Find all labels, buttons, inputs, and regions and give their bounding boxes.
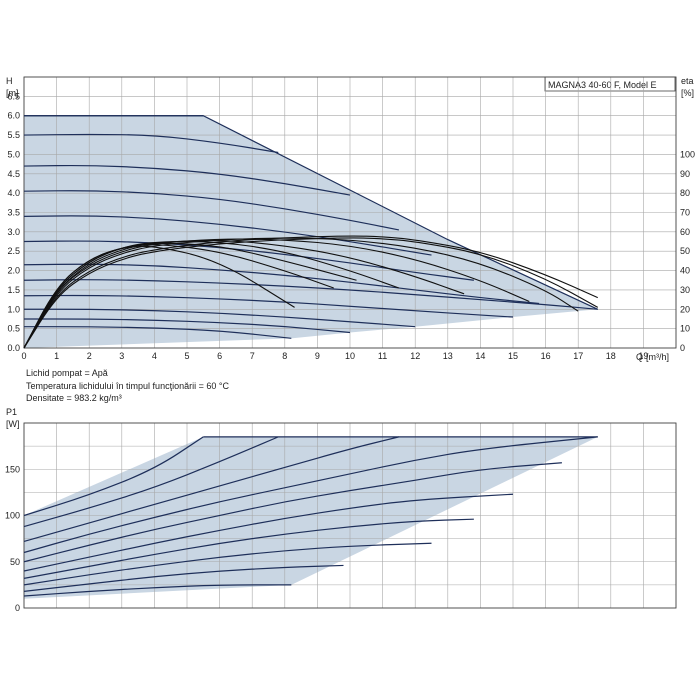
power-plot-area: 0 50 100 150 <box>5 422 677 613</box>
y-tick-label-head: 1.5 <box>7 285 20 295</box>
power-curve <box>23 436 279 528</box>
head-curve <box>24 326 292 339</box>
x-tick-label: 3 <box>119 351 124 361</box>
annotation-temperature: Temperatura lichidului în timpul funcţio… <box>26 381 229 391</box>
power-curve <box>23 436 598 554</box>
y-tick-label-power: 150 <box>5 464 20 474</box>
x-tick-label: 5 <box>184 351 189 361</box>
head-curve <box>23 133 279 154</box>
y-tick-label-head: 3.5 <box>7 208 20 218</box>
y-tick-label-head: 2.0 <box>7 266 20 276</box>
x-tick-label: 10 <box>345 351 355 361</box>
y-tick-label-head: 5.5 <box>7 130 20 140</box>
y-axis-label-head: H <box>6 76 13 86</box>
y-axis-label-power: P1 <box>6 407 17 417</box>
y2-axis-unit-eta: [%] <box>681 88 694 98</box>
x-tick-label: 2 <box>87 351 92 361</box>
head-curve <box>24 318 351 334</box>
y-axis-unit-head: [m] <box>6 88 19 98</box>
y-axis-unit-power: [W] <box>6 419 20 429</box>
y-tick-label-head: 4.5 <box>7 169 20 179</box>
y2-tick-label-eta: 0 <box>680 343 685 353</box>
x-tick-label: 14 <box>475 351 485 361</box>
y-tick-label-head: 4.0 <box>7 188 20 198</box>
y2-tick-label-eta: 30 <box>680 285 690 295</box>
head-plot-area: 0 1 2 3 4 5 6 7 8 9 10 11 12 13 14 15 16 17 18 190.00.51.01… <box>7 76 695 361</box>
x-tick-label: 13 <box>443 351 453 361</box>
y-tick-label-head: 3.0 <box>7 227 20 237</box>
x-tick-label: 12 <box>410 351 420 361</box>
y-tick-label-power: 0 <box>15 603 20 613</box>
power-curve <box>23 518 474 579</box>
power-curve <box>23 493 514 572</box>
y2-tick-label-eta: 40 <box>680 266 690 276</box>
x-axis-unit: [m³/h] <box>646 352 669 362</box>
head-curve <box>23 190 400 231</box>
annotation-liquid: Lichid pompat = Apă <box>26 368 108 378</box>
x-axis-label: Q <box>636 352 643 362</box>
x-tick-label: 17 <box>573 351 583 361</box>
y-tick-label-head: 0.0 <box>7 343 20 353</box>
y-tick-label-head: 6.5 <box>7 91 20 101</box>
y2-tick-label-eta: 100 <box>680 149 695 159</box>
y-tick-label-head: 2.5 <box>7 246 20 256</box>
x-tick-label: 7 <box>250 351 255 361</box>
y2-tick-label-eta: 20 <box>680 304 690 314</box>
y2-tick-label-eta: 60 <box>680 227 690 237</box>
plot-frame <box>23 76 677 349</box>
annotation-density: Densitate = 983.2 kg/m³ <box>26 393 122 403</box>
x-tick-label: 6 <box>217 351 222 361</box>
y2-tick-label-eta: 80 <box>680 188 690 198</box>
x-tick-label: 0 <box>21 351 26 361</box>
power-curve <box>23 584 292 597</box>
power-curve <box>23 564 344 592</box>
x-tick-label: 19 <box>638 351 648 361</box>
x-tick-label: 9 <box>315 351 320 361</box>
power-curve <box>23 436 400 542</box>
y2-tick-label-eta: 10 <box>680 324 690 334</box>
power-curve <box>23 462 562 563</box>
y2-tick-label-eta: 90 <box>680 169 690 179</box>
chart-title: MAGNA3 40-60 F, Model E <box>548 80 657 90</box>
x-tick-label: 4 <box>152 351 157 361</box>
head-curve <box>23 263 540 305</box>
x-tick-label: 18 <box>606 351 616 361</box>
y-tick-label-head: 5.0 <box>7 149 20 159</box>
head-curve <box>24 308 416 328</box>
y2-axis-label-eta: eta <box>681 76 694 86</box>
x-tick-label: 1 <box>54 351 59 361</box>
y-tick-label-power: 100 <box>5 511 20 521</box>
efficiency-curve <box>23 245 295 349</box>
power-curve <box>23 542 432 586</box>
power-curve <box>23 436 204 517</box>
power-envelope-area <box>24 436 598 599</box>
y-tick-label-head: 0.5 <box>7 324 20 334</box>
x-tick-label: 16 <box>541 351 551 361</box>
y-tick-label-power: 50 <box>10 557 20 567</box>
y-tick-label-head: 1.0 <box>7 304 20 314</box>
x-tick-label: 15 <box>508 351 518 361</box>
y-tick-label-head: 6.0 <box>7 111 20 121</box>
y2-tick-label-eta: 70 <box>680 208 690 218</box>
chart-title-box: MAGNA3 40-60 F, Model E <box>544 76 676 92</box>
y2-tick-label-eta: 50 <box>680 246 690 256</box>
head-curve <box>23 164 351 196</box>
efficiency-curve <box>23 237 599 349</box>
x-tick-label: 11 <box>378 351 387 361</box>
x-tick-label: 8 <box>282 351 287 361</box>
head-curve <box>23 279 598 310</box>
head-curve <box>23 294 514 318</box>
